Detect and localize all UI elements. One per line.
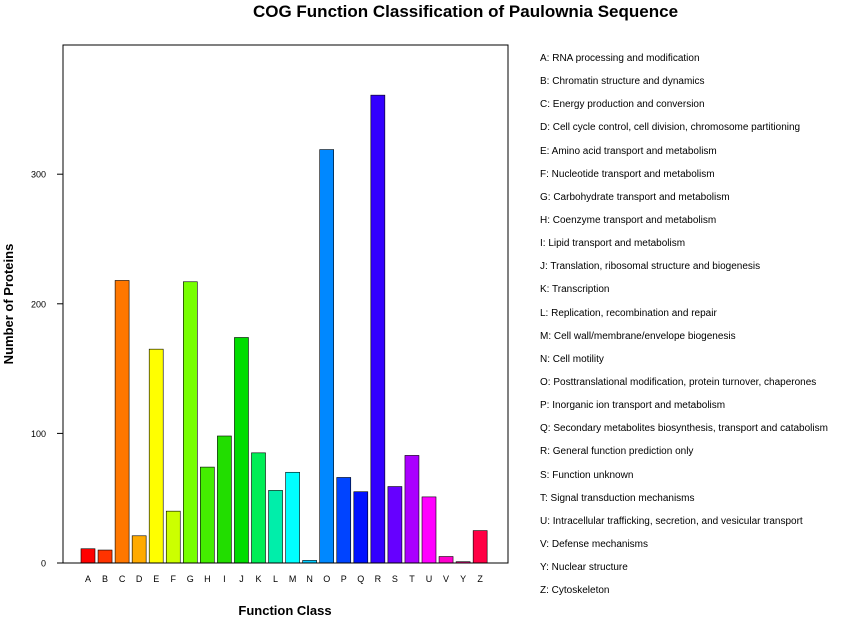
legend-item: O: Posttranslational modification, prote… (540, 376, 817, 388)
plot-frame (62, 44, 509, 564)
bar-V (438, 556, 454, 564)
legend-item: R: General function prediction only (540, 446, 694, 458)
bar-D (131, 535, 147, 564)
x-tick-label-Y: Y (460, 574, 466, 584)
y-tick-label: 100 (31, 429, 46, 439)
legend-item: I: Lipid transport and metabolism (540, 238, 686, 250)
bar-I (217, 435, 232, 564)
legend-item: B: Chromatin structure and dynamics (540, 76, 705, 88)
x-tick-label-P: P (341, 574, 347, 584)
bar-H (200, 466, 215, 564)
bar-K (251, 452, 266, 564)
x-tick-label-D: D (136, 574, 143, 584)
x-tick-label-S: S (392, 574, 398, 584)
bar-Z (472, 530, 488, 564)
x-tick-label-M: M (289, 574, 297, 584)
bar-U (421, 496, 437, 564)
x-tick-label-Z: Z (477, 574, 483, 584)
legend-item: V: Defense mechanisms (540, 538, 649, 550)
legend-item: Z: Cytoskeleton (540, 585, 610, 597)
y-tick-label: 300 (31, 170, 46, 180)
x-tick-label-I: I (223, 574, 226, 584)
bar-O (319, 149, 335, 564)
bar-Q (353, 491, 369, 564)
x-tick-label-O: O (323, 574, 330, 584)
legend-item: M: Cell wall/membrane/envelope biogenesi… (540, 330, 736, 342)
x-tick-label-A: A (85, 574, 91, 584)
bar-P (336, 477, 352, 564)
legend-item: T: Signal transduction mechanisms (540, 492, 695, 504)
legend-item: C: Energy production and conversion (540, 99, 705, 111)
legend-item: E: Amino acid transport and metabolism (540, 145, 717, 157)
legend-item: K: Transcription (540, 284, 610, 296)
legend-item: S: Function unknown (540, 469, 634, 481)
bar-E (148, 348, 164, 564)
legend-item: Q: Secondary metabolites biosynthesis, t… (540, 423, 828, 435)
y-tick-label: 0 (41, 559, 46, 569)
x-tick-label-K: K (255, 574, 261, 584)
y-axis-label: Number of Proteins (1, 244, 16, 365)
bar-L (268, 490, 283, 564)
chart-title: COG Function Classification of Paulownia… (252, 2, 679, 21)
legend-item: A: RNA processing and modification (540, 53, 700, 64)
y-tick-label: 200 (31, 299, 46, 309)
legend-item: P: Inorganic ion transport and metabolis… (540, 400, 726, 412)
legend-item: F: Nucleotide transport and metabolism (540, 168, 715, 180)
legend-item: L: Replication, recombination and repair (540, 307, 717, 319)
legend-item: Y: Nuclear structure (540, 562, 628, 574)
bar-S (387, 486, 403, 564)
x-tick-label-V: V (443, 574, 449, 584)
legend: A: RNA processing and modification B: Chr… (540, 52, 828, 607)
x-tick-label-J: J (239, 574, 244, 584)
bar-B (97, 549, 113, 564)
x-tick-label-L: L (273, 574, 278, 584)
legend-item: U: Intracellular trafficking, secretion,… (540, 515, 803, 527)
bar-J (234, 337, 249, 564)
bar-M (285, 471, 300, 564)
x-axis-label: Function Class (238, 603, 331, 618)
bar-A (80, 548, 96, 564)
bar-T (404, 455, 420, 564)
x-tick-label-U: U (426, 574, 433, 584)
bar-C (114, 280, 130, 564)
x-tick-label-Q: Q (357, 574, 364, 584)
bar-G (183, 281, 198, 564)
legend-item: J: Translation, ribosomal structure and … (540, 261, 761, 273)
legend-item: N: Cell motility (540, 353, 604, 365)
x-tick-label-R: R (375, 574, 382, 584)
x-tick-label-E: E (153, 574, 159, 584)
x-tick-label-F: F (171, 574, 177, 584)
x-tick-label-B: B (102, 574, 108, 584)
bar-R (370, 94, 386, 564)
x-tick-label-C: C (119, 574, 126, 584)
x-tick-label-T: T (409, 574, 415, 584)
bar-F (165, 510, 181, 564)
legend-item: D: Cell cycle control, cell division, ch… (540, 122, 801, 134)
legend-item: H: Coenzyme transport and metabolism (540, 214, 717, 226)
x-tick-label-N: N (306, 574, 313, 584)
x-tick-label-H: H (204, 574, 211, 584)
legend-item: G: Carbohydrate transport and metabolism (540, 191, 730, 203)
x-tick-label-G: G (187, 574, 194, 584)
